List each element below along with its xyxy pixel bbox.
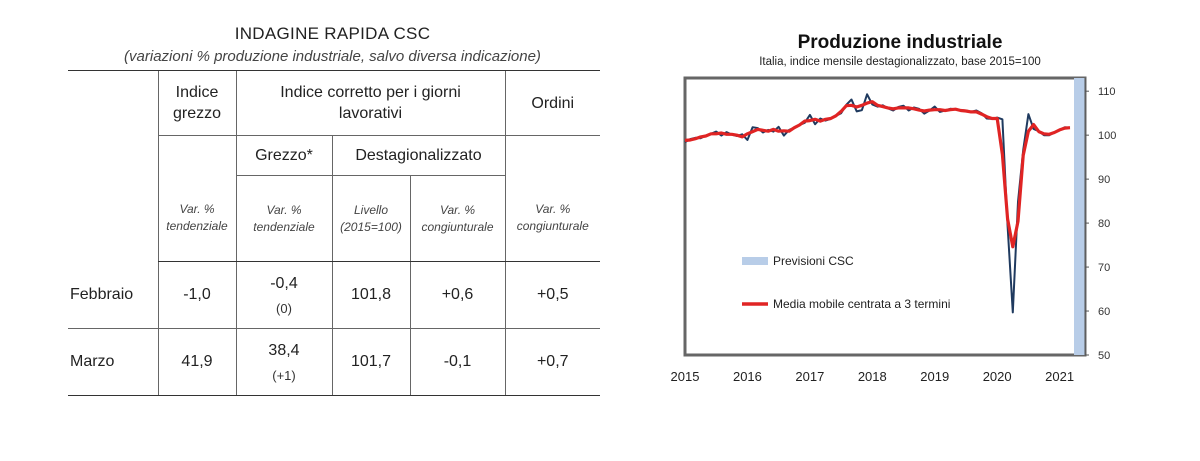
y-tick-label: 90 — [1098, 174, 1110, 186]
empty-cell — [157, 135, 236, 176]
forecast-band — [1074, 78, 1085, 355]
empty-cell — [504, 135, 600, 176]
x-tick-label: 2020 — [983, 369, 1012, 384]
legend-forecast-label: Previsioni CSC — [773, 254, 854, 268]
unit-col4: Var. % congiunturale — [409, 175, 505, 262]
table-subtitle: (variazioni % produzione industriale, sa… — [124, 48, 541, 65]
unit-col2: Var. % tendenziale — [235, 175, 332, 262]
legend-forecast-swatch — [742, 257, 768, 265]
header-grezzo-star: Grezzo* — [235, 135, 332, 176]
corner-cell — [68, 70, 158, 262]
cell-congiunturale: -0,1 — [409, 328, 505, 396]
cell-corr-grezzo: -0,4 (0) — [235, 261, 332, 329]
x-axis: 2015 2016 2017 2018 2019 2020 2021 — [671, 369, 1075, 384]
x-tick-label: 2021 — [1045, 369, 1074, 384]
cell-livello: 101,7 — [331, 328, 410, 396]
plot-frame — [683, 76, 1087, 357]
production-chart-panel: Produzione industriale Italia, indice me… — [630, 18, 1200, 418]
legend-moving-average-label: Media mobile centrata a 3 termini — [773, 297, 950, 311]
y-tick-label: 70 — [1098, 262, 1110, 274]
table-row: Febbraio -1,0 -0,4 (0) 101,8 +0,6 +0,5 — [68, 261, 600, 329]
x-tick-label: 2018 — [858, 369, 887, 384]
series-line-index — [684, 93, 1071, 314]
x-tick-label: 2019 — [920, 369, 949, 384]
unit-col1: Var. % tendenziale — [157, 175, 236, 262]
cell-corr-grezzo: 38,4 (+1) — [235, 328, 332, 396]
production-chart: Produzione industriale Italia, indice me… — [671, 32, 1117, 384]
series-layer — [684, 93, 1071, 314]
unit-col3: Livello (2015=100) — [331, 175, 410, 262]
cell-ordini: +0,5 — [504, 261, 600, 329]
cell-ordini: +0,7 — [504, 328, 600, 396]
chart-subtitle: Italia, indice mensile destagionalizzato… — [759, 56, 1041, 68]
header-indice-grezzo: Indice grezzo — [157, 70, 236, 136]
y-tick-label: 60 — [1098, 306, 1110, 318]
y-tick-label: 80 — [1098, 218, 1110, 230]
y-tick-label: 50 — [1098, 350, 1110, 362]
y-tick-label: 110 — [1098, 86, 1116, 98]
y-axis: 50 60 70 80 90 100 110 — [1085, 86, 1116, 362]
x-tick-label: 2015 — [671, 369, 700, 384]
series-line-moving-average — [684, 100, 1071, 249]
header-destagionalizzato: Destagionalizzato — [331, 135, 505, 176]
header-indice-corretto: Indice corretto per i giorni lavorativi — [235, 70, 505, 136]
cell-grezzo: -1,0 — [157, 261, 236, 329]
header-ordini: Ordini — [504, 70, 600, 136]
cell-livello: 101,8 — [331, 261, 410, 329]
table-row: Marzo 41,9 38,4 (+1) 101,7 -0,1 +0,7 — [68, 328, 600, 396]
x-tick-label: 2016 — [733, 369, 762, 384]
survey-table: Indice grezzo Indice corretto per i gior… — [68, 70, 600, 396]
cell-congiunturale: +0,6 — [409, 261, 505, 329]
cell-grezzo: 41,9 — [157, 328, 236, 396]
y-tick-label: 100 — [1098, 130, 1116, 142]
chart-title: Produzione industriale — [798, 32, 1003, 53]
x-tick-label: 2017 — [795, 369, 824, 384]
table-title: INDAGINE RAPIDA CSC — [234, 24, 431, 43]
row-label: Febbraio — [68, 261, 158, 329]
unit-col5: Var. % congiunturale — [504, 175, 600, 262]
row-label: Marzo — [68, 328, 158, 396]
